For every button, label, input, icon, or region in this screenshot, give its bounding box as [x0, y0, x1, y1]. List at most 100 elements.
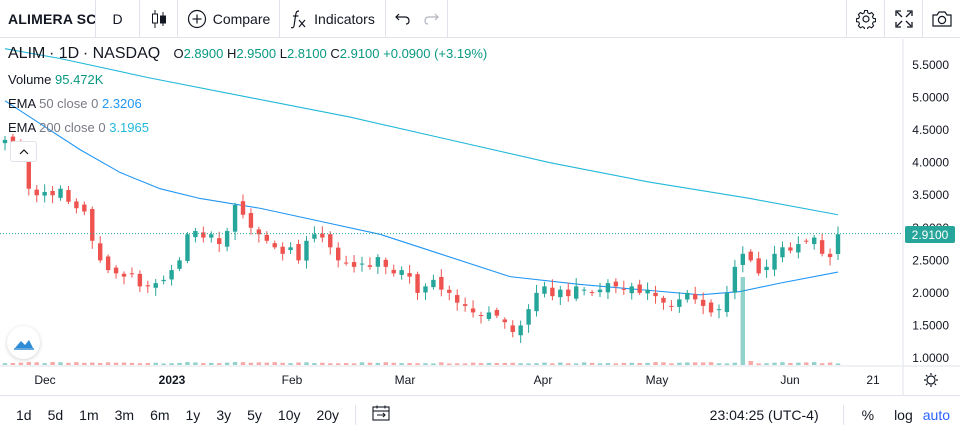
volume-bar: [304, 362, 309, 365]
candle-body: [819, 240, 825, 254]
candle-body: [375, 257, 381, 267]
legend-symbol[interactable]: ALIM: [8, 45, 46, 62]
candle-body: [383, 259, 388, 267]
time-axis: Dec 2023 Feb Mar Apr May Jun 21: [34, 373, 880, 387]
date-range-button[interactable]: [364, 405, 398, 424]
redo-icon[interactable]: [423, 12, 439, 26]
volume-bar: [201, 363, 206, 365]
volume-bar: [145, 363, 150, 365]
legend-collapse-button[interactable]: [10, 141, 37, 162]
volume-bar: [470, 362, 476, 365]
volume-bar: [240, 362, 246, 365]
candle-body: [153, 283, 158, 288]
indicators-button[interactable]: Indicators: [280, 0, 386, 38]
candle-body: [264, 234, 269, 241]
percent-scale-toggle[interactable]: %: [861, 406, 875, 423]
log-scale-toggle[interactable]: log: [894, 406, 913, 423]
volume-bar: [740, 277, 745, 365]
volume-bar: [26, 362, 31, 365]
tradingview-logo[interactable]: [7, 326, 40, 359]
range-3y[interactable]: 3y: [216, 406, 232, 423]
candle-body: [708, 302, 714, 313]
settings-button[interactable]: [846, 0, 884, 38]
time-axis-settings-icon[interactable]: [924, 373, 938, 387]
legend-open-label: O: [173, 46, 184, 61]
volume-bar: [629, 362, 634, 365]
ema50-legend[interactable]: EMA 50 close 0 2.3206: [8, 96, 142, 111]
volume-bar: [161, 363, 166, 365]
legend-high-value: 2.9500: [236, 46, 277, 61]
candle-body: [201, 232, 206, 238]
range-20y[interactable]: 20y: [316, 406, 340, 423]
volume-bar: [621, 362, 626, 365]
top-toolbar: ALIMERA SC D Compare Indicators: [0, 0, 960, 38]
volume-bar: [700, 362, 706, 365]
range-1y[interactable]: 1y: [185, 406, 201, 423]
candle-body: [645, 289, 650, 294]
volume-bar: [510, 362, 515, 365]
ema50-line: [4, 100, 839, 296]
candle-body: [558, 289, 563, 298]
volume-bar: [74, 362, 79, 365]
calendar-range-icon: [372, 405, 390, 421]
volume-bar: [550, 363, 555, 365]
time-tick-label: Apr: [534, 373, 553, 387]
candle-body: [185, 234, 190, 261]
volume-bar: [343, 363, 349, 365]
volume-bar: [34, 362, 39, 365]
range-1d[interactable]: 1d: [16, 406, 32, 423]
ema200-legend[interactable]: EMA 200 close 0 3.1965: [8, 120, 149, 135]
candle-body: [566, 289, 571, 297]
volume-bar: [716, 363, 722, 365]
range-10y[interactable]: 10y: [277, 406, 301, 423]
last-price-label: 2.9100: [905, 226, 955, 243]
volume-bar: [407, 363, 412, 365]
volume-bar: [383, 362, 388, 365]
symbol-search-button[interactable]: ALIMERA SC: [0, 0, 96, 38]
candle-body: [217, 238, 222, 245]
volume-bar: [534, 363, 539, 365]
ema200-path: [4, 48, 839, 216]
candle-body: [597, 289, 603, 293]
time-tick-label: Jun: [780, 373, 799, 387]
range-6m[interactable]: 6m: [150, 406, 170, 423]
volume-bar: [597, 363, 603, 365]
legend-open-value: 2.8900: [183, 46, 224, 61]
candle-body: [589, 292, 595, 294]
interval-button[interactable]: D: [96, 0, 140, 38]
range-3m[interactable]: 3m: [114, 406, 135, 423]
volume-bar: [637, 362, 642, 365]
candle-body: [700, 299, 706, 306]
candle-body: [407, 273, 412, 277]
candle-body: [486, 312, 492, 319]
range-5d[interactable]: 5d: [47, 406, 64, 423]
time-tick-label: 2023: [159, 373, 186, 387]
auto-scale-toggle[interactable]: auto: [922, 406, 950, 423]
compare-button[interactable]: Compare: [178, 0, 280, 38]
fullscreen-button[interactable]: [884, 0, 922, 38]
candle-body: [296, 244, 301, 261]
candle-body: [304, 240, 309, 261]
clock-timezone-button[interactable]: 23:04:25 (UTC-4): [709, 406, 819, 423]
range-5y[interactable]: 5y: [247, 406, 262, 423]
volume-bar: [566, 363, 571, 365]
price-chart[interactable]: 5.50005.00004.50004.00003.50003.00002.50…: [0, 39, 960, 395]
candle-body: [812, 237, 817, 245]
candle-body: [534, 292, 539, 312]
candle-body: [447, 289, 452, 293]
range-1m[interactable]: 1m: [79, 406, 99, 423]
snapshot-button[interactable]: [922, 0, 960, 38]
candle-body: [343, 262, 349, 264]
ema50-label: EMA: [8, 96, 36, 111]
volume-bar: [50, 362, 55, 365]
chart-type-button[interactable]: [140, 0, 178, 38]
volume-bar: [574, 363, 579, 365]
volume-legend[interactable]: Volume 95.472K: [8, 72, 103, 87]
candle-body: [74, 201, 79, 209]
undo-icon[interactable]: [394, 12, 411, 26]
candle-body: [42, 191, 47, 196]
ema200-params: 200 close 0: [39, 120, 106, 135]
candle-body: [169, 270, 174, 280]
volume-bar: [542, 362, 547, 365]
volume-bar: [526, 363, 531, 365]
